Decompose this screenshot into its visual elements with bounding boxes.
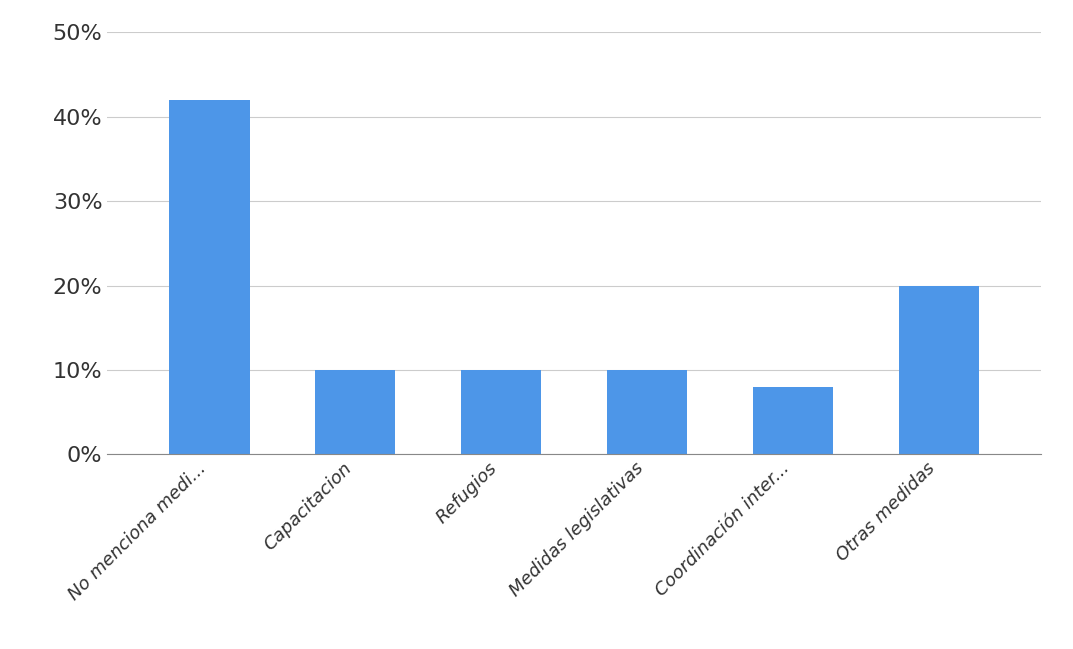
Bar (170, 100, 250, 454)
Bar (898, 286, 979, 454)
Bar (315, 370, 395, 454)
Bar (607, 370, 687, 454)
Bar (461, 370, 541, 454)
Bar (753, 387, 833, 454)
